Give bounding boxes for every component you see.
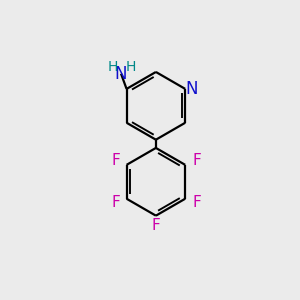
Text: F: F	[192, 153, 201, 168]
Text: F: F	[192, 195, 201, 210]
Text: N: N	[185, 80, 198, 98]
Text: F: F	[152, 218, 160, 233]
Text: H: H	[108, 60, 118, 74]
Text: N: N	[115, 65, 127, 83]
Text: F: F	[111, 195, 120, 210]
Text: H: H	[126, 60, 136, 74]
Text: F: F	[111, 153, 120, 168]
